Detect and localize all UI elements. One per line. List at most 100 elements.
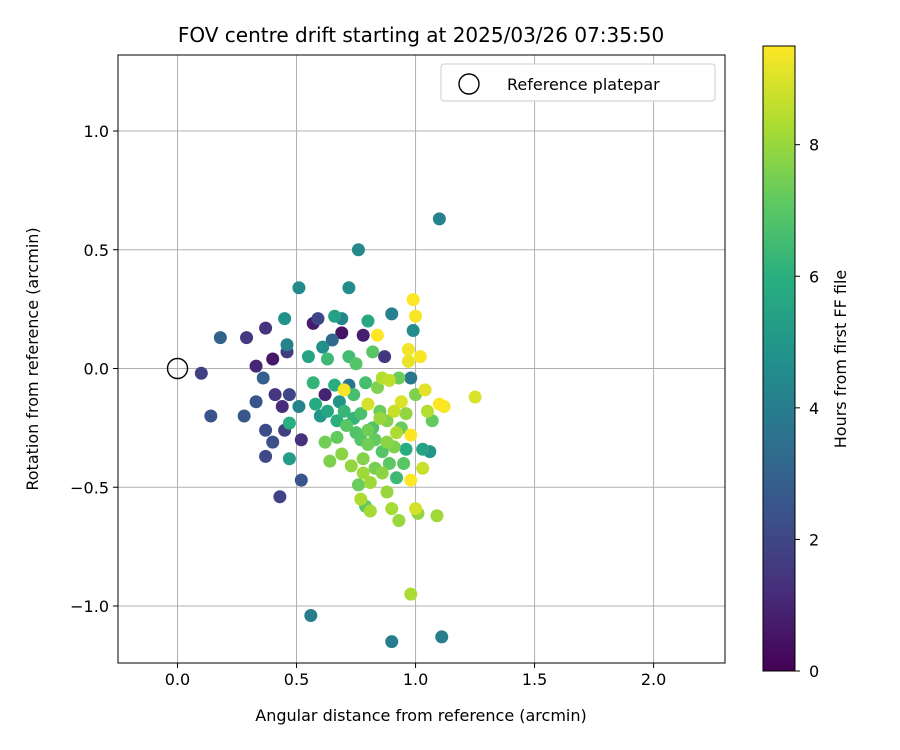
colorbar-label: Hours from first FF file	[831, 270, 850, 449]
scatter-point	[275, 400, 289, 413]
scatter-point	[259, 423, 273, 437]
scatter-point	[282, 388, 296, 402]
scatter-point	[335, 447, 349, 461]
scatter-point	[323, 454, 337, 468]
y-axis-ticks: −1.0 −0.5 0.0 0.5 1.0	[70, 122, 118, 616]
scatter-point	[351, 478, 365, 492]
scatter-point	[418, 383, 432, 397]
scatter-point	[306, 376, 320, 390]
x-axis-ticks: 0.0 0.5 1.0 1.5 2.0	[165, 663, 666, 689]
y-tick-label: −1.0	[70, 597, 109, 616]
scatter-point	[344, 459, 358, 473]
x-tick-label: 0.0	[165, 670, 190, 689]
y-tick-label: 0.0	[84, 360, 109, 379]
scatter-point	[351, 243, 365, 257]
scatter-point	[273, 490, 287, 504]
scatter-point	[397, 457, 411, 470]
scatter-point	[280, 338, 294, 352]
scatter-point	[361, 438, 375, 451]
scatter-point	[266, 435, 280, 449]
scatter-point	[213, 331, 227, 345]
scatter-point	[268, 388, 282, 402]
scatter-point	[373, 411, 387, 425]
scatter-point	[363, 476, 377, 489]
scatter-point	[266, 352, 280, 366]
scatter-point	[278, 312, 292, 326]
scatter-point	[413, 350, 427, 364]
scatter-point	[294, 473, 308, 487]
scatter-point	[399, 407, 413, 421]
legend-box	[440, 63, 716, 102]
scatter-point	[361, 397, 375, 411]
x-tick-label: 2.0	[641, 670, 666, 689]
colorbar-tick-label: 4	[809, 399, 819, 418]
scatter-point	[292, 400, 306, 413]
scatter-point	[392, 514, 406, 527]
colorbar-tick-label: 0	[809, 662, 819, 681]
scatter-point	[342, 281, 356, 295]
scatter-point	[366, 345, 380, 359]
scatter-point	[340, 419, 354, 432]
x-tick-label: 1.5	[522, 670, 547, 689]
scatter-point	[361, 423, 375, 437]
plot-frame	[117, 54, 726, 664]
scatter-point	[237, 409, 251, 423]
scatter-point	[385, 635, 399, 649]
scatter-point	[409, 309, 423, 323]
scatter-point	[435, 630, 449, 644]
scatter-point	[330, 430, 344, 444]
scatter-point	[385, 502, 399, 516]
y-tick-label: −0.5	[70, 478, 109, 497]
scatter-point	[380, 485, 394, 499]
scatter-point	[320, 352, 334, 366]
scatter-point	[399, 442, 413, 456]
scatter-point	[390, 471, 404, 485]
scatter-point	[394, 395, 408, 409]
scatter-point	[406, 293, 420, 307]
scatter-point	[292, 281, 306, 295]
scatter-point	[404, 371, 418, 385]
scatter-point	[385, 307, 399, 321]
scatter-point	[382, 457, 396, 470]
scatter-point	[318, 388, 332, 402]
scatter-point	[468, 390, 482, 404]
colorbar-ticks: 0 2 4 6 8	[795, 136, 819, 681]
legend: Reference platepar	[440, 63, 716, 102]
scatter-point	[432, 212, 446, 226]
x-tick-label: 0.5	[284, 670, 309, 689]
scatter-point	[387, 404, 401, 418]
scatter-point	[311, 312, 325, 326]
y-tick-label: 1.0	[84, 122, 109, 141]
scatter-point	[249, 359, 263, 373]
scatter-point	[256, 371, 270, 385]
scatter-point	[282, 452, 296, 466]
scatter-point	[249, 395, 263, 409]
grid-lines	[118, 55, 725, 663]
scatter-point	[259, 321, 273, 335]
scatter-point	[356, 452, 370, 466]
scatter-point	[390, 426, 404, 440]
legend-reference-marker	[458, 73, 480, 95]
scatter-point	[316, 340, 330, 354]
colorbar-gradient	[762, 45, 796, 672]
scatter-point	[361, 314, 375, 328]
scatter-point	[349, 357, 363, 371]
scatter-point	[301, 350, 315, 364]
scatter-point	[406, 324, 420, 337]
scatter-point	[416, 461, 430, 475]
scatter-point	[404, 587, 418, 601]
scatter-point	[318, 435, 332, 449]
scatter-point	[404, 428, 418, 442]
scatter-point	[337, 383, 351, 397]
x-axis-label: Angular distance from reference (arcmin)	[255, 706, 586, 725]
reference-platepar-marker	[166, 357, 189, 380]
x-tick-label: 1.0	[403, 670, 428, 689]
scatter-point	[294, 433, 308, 447]
scatter-point	[240, 331, 254, 345]
scatter-point	[328, 309, 342, 323]
scatter-point	[375, 466, 389, 480]
scatter-point	[401, 354, 415, 368]
scatter-point	[356, 466, 370, 480]
scatter-point	[282, 416, 296, 430]
